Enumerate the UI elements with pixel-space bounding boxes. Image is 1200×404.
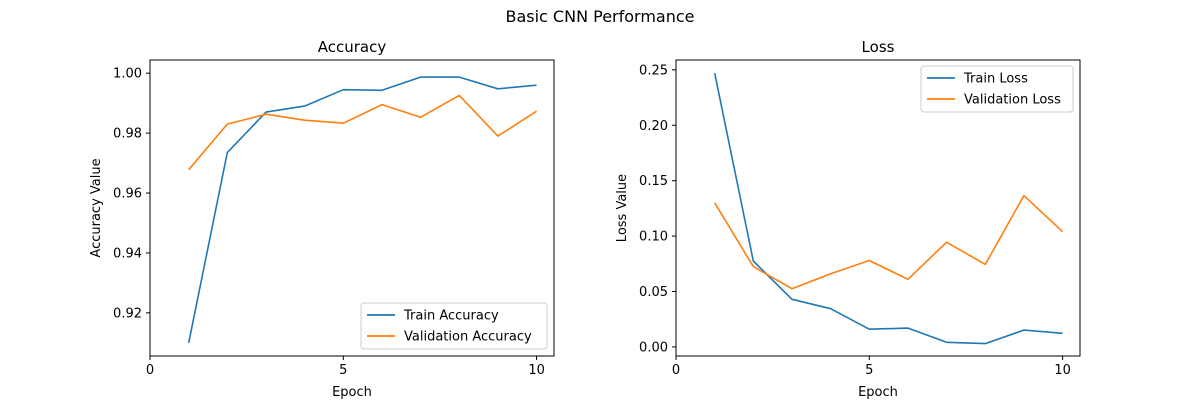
y-tick-label: 0.96 bbox=[113, 187, 142, 202]
chart-panel-accuracy: 0 5 10 0.92 0.94 0.96 0.98 1.00 Accuracy Epoch Acc… bbox=[89, 38, 555, 400]
x-tick-label: 5 bbox=[339, 363, 347, 378]
x-tick-label: 0 bbox=[146, 363, 154, 378]
legend-label: Validation Loss bbox=[964, 93, 1061, 108]
chart-panel-loss: 0 5 10 0.00 0.05 0.10 0.15 0.20 0.25 Loss Epoch Los… bbox=[615, 38, 1081, 400]
series-line-train bbox=[187, 76, 537, 343]
x-axis-label: Epoch bbox=[858, 385, 898, 400]
y-axis-label: Accuracy Value bbox=[89, 158, 104, 257]
y-tick-label: 1.00 bbox=[113, 67, 142, 82]
figure-title: Basic CNN Performance bbox=[505, 7, 694, 26]
legend-box bbox=[360, 302, 548, 350]
y-tick-label: 0.98 bbox=[113, 127, 142, 142]
chart-title: Accuracy bbox=[318, 38, 387, 56]
plot-frame bbox=[675, 59, 1081, 357]
y-tick-label: 0.05 bbox=[639, 285, 668, 300]
y-tick-label: 0.20 bbox=[639, 119, 668, 134]
x-axis-label: Epoch bbox=[332, 385, 372, 400]
x-tick-label: 10 bbox=[1054, 363, 1071, 378]
x-tick-label: 0 bbox=[672, 363, 680, 378]
legend-label: Validation Accuracy bbox=[404, 330, 532, 345]
y-axis-label: Loss Value bbox=[615, 174, 630, 242]
legend-box bbox=[920, 65, 1074, 113]
plot-frame bbox=[149, 59, 555, 357]
y-tick-label: 0.94 bbox=[113, 246, 142, 261]
y-tick-label: 0.92 bbox=[113, 306, 142, 321]
legend-label: Train Accuracy bbox=[403, 309, 499, 324]
y-tick-label: 0.10 bbox=[639, 230, 668, 245]
series-line-train bbox=[713, 73, 1063, 345]
legend-label: Train Loss bbox=[963, 72, 1028, 87]
x-tick-label: 10 bbox=[528, 363, 545, 378]
legend: Train Accuracy Validation Accuracy bbox=[360, 302, 548, 350]
y-tick-label: 0.25 bbox=[639, 63, 668, 78]
chart-title: Loss bbox=[862, 38, 895, 56]
y-tick-label: 0.15 bbox=[639, 174, 668, 189]
y-tick-label: 0.00 bbox=[639, 340, 668, 355]
series-line-validation bbox=[188, 94, 538, 171]
x-tick-label: 5 bbox=[865, 363, 873, 378]
legend: Train Loss Validation Loss bbox=[920, 65, 1074, 113]
series-line-validation bbox=[714, 194, 1064, 290]
